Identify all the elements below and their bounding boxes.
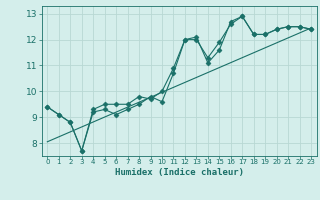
X-axis label: Humidex (Indice chaleur): Humidex (Indice chaleur) [115, 168, 244, 177]
